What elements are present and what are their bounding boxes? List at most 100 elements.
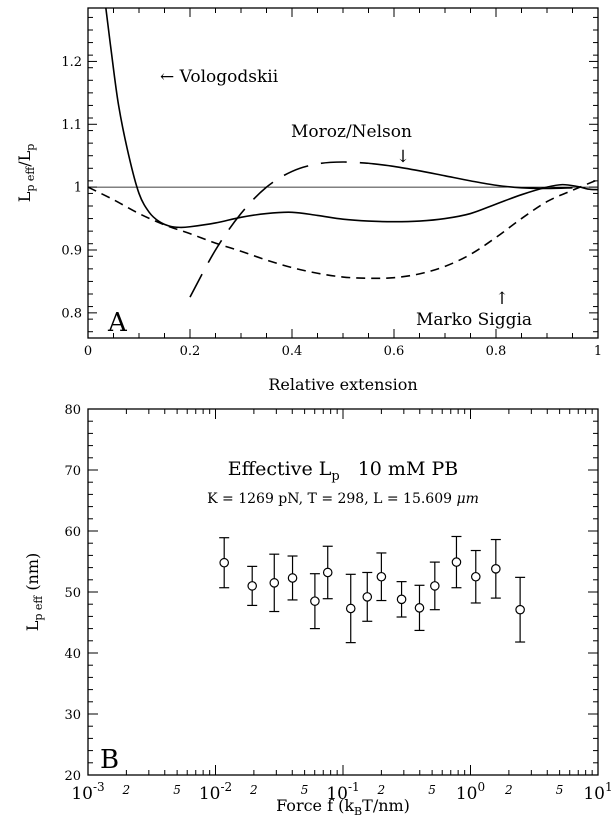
point-marker bbox=[362, 592, 373, 602]
panel-a-y-axis-label: Lp eff/Lp bbox=[15, 144, 37, 203]
moroz-nelson-arrow: ↓ bbox=[396, 147, 410, 167]
data-point bbox=[451, 535, 462, 589]
point-marker bbox=[491, 564, 501, 574]
panel-b-title: Effective Lp 10 mM PB bbox=[228, 458, 458, 484]
panel-b-y-axis-label: Lp eff (nm) bbox=[23, 553, 45, 632]
point-marker bbox=[247, 581, 257, 591]
point-marker bbox=[430, 581, 440, 591]
y-tick-label: 80 bbox=[64, 403, 81, 418]
data-point bbox=[376, 552, 387, 602]
data-point bbox=[345, 573, 356, 644]
panel-b-label: B bbox=[100, 745, 119, 775]
x-minor-label: 5 bbox=[173, 783, 181, 797]
point-marker bbox=[322, 567, 333, 578]
y-label-sub: p eff bbox=[24, 166, 37, 192]
b-ylabel-sub: p eff bbox=[32, 595, 45, 621]
x-tick-label: 0 bbox=[84, 344, 92, 359]
x-decade-label: 101 bbox=[583, 780, 611, 804]
x-decade-label: 10-2 bbox=[199, 780, 232, 804]
data-point bbox=[414, 584, 425, 632]
x-decade-base: 10 bbox=[456, 784, 478, 804]
x-minor-label: 2 bbox=[122, 783, 131, 797]
panel-b-ticks bbox=[87, 408, 598, 776]
point-marker bbox=[310, 596, 320, 606]
y-label-l: L bbox=[15, 191, 34, 202]
x-decade-exponent: -3 bbox=[93, 780, 105, 794]
x-tick-label: 1 bbox=[594, 344, 602, 359]
point-marker bbox=[219, 557, 229, 568]
xlabel-pre: Force f (k bbox=[276, 796, 354, 815]
title-main: Effective L bbox=[228, 458, 332, 480]
data-point bbox=[322, 545, 333, 600]
panel-a-x-axis-label: Relative extension bbox=[268, 375, 417, 394]
panel-b-subtitle: K = 1269 pN, T = 298, L = 15.609 μm bbox=[207, 491, 479, 507]
panel-a-tick-labels: 0 0.2 0.4 0.6 0.8 1 0.8 0.9 1 1.1 1.2 bbox=[61, 55, 602, 359]
x-decade-exponent: 1 bbox=[605, 780, 611, 794]
y-tick-label: 1.2 bbox=[61, 55, 82, 70]
y-tick-label: 0.9 bbox=[61, 244, 82, 259]
x-decade-label: 10-3 bbox=[71, 780, 104, 804]
x-minor-label: 2 bbox=[249, 783, 258, 797]
y-tick-label: 0.8 bbox=[61, 306, 82, 321]
data-point bbox=[515, 576, 526, 643]
x-decade-base: 10 bbox=[326, 784, 348, 804]
point-marker bbox=[515, 604, 525, 615]
y-tick-label: 40 bbox=[64, 647, 81, 662]
data-point bbox=[309, 573, 320, 630]
marko-siggia-annotation: Marko Siggia bbox=[416, 310, 532, 330]
point-marker bbox=[470, 571, 481, 582]
b-ylabel-main: L bbox=[23, 620, 42, 631]
point-marker bbox=[414, 603, 425, 613]
moroz-nelson-curve-solid bbox=[368, 162, 573, 190]
y-tick-label: 1.1 bbox=[61, 118, 82, 133]
x-tick-label: 0.8 bbox=[486, 344, 507, 359]
x-minor-label: 5 bbox=[428, 783, 436, 797]
vologodskii-curve bbox=[105, 8, 598, 229]
panel-a: 0 0.2 0.4 0.6 0.8 1 0.8 0.9 1 1.1 1.2 A ← Vologods… bbox=[15, 7, 602, 394]
y-tick-label: 20 bbox=[64, 769, 81, 784]
title-rest: 10 mM PB bbox=[358, 458, 458, 480]
data-point bbox=[362, 571, 373, 622]
y-tick-label: 70 bbox=[64, 464, 81, 479]
data-point bbox=[219, 537, 230, 589]
subtitle-unit: μm bbox=[456, 491, 478, 507]
x-decade-base: 10 bbox=[71, 784, 93, 804]
point-marker bbox=[287, 573, 298, 583]
xlabel-post: T/nm) bbox=[362, 796, 410, 815]
b-ylabel-rest: (nm) bbox=[23, 553, 42, 596]
x-decade-exponent: -1 bbox=[348, 780, 360, 794]
x-decade-label: 10-1 bbox=[326, 780, 359, 804]
data-point bbox=[490, 538, 501, 599]
x-minor-label: 5 bbox=[301, 783, 309, 797]
point-marker bbox=[396, 594, 407, 605]
data-point bbox=[287, 555, 298, 601]
point-marker bbox=[269, 578, 280, 588]
marko-siggia-arrow: ↑ bbox=[495, 289, 509, 309]
x-decade-exponent: -2 bbox=[220, 780, 232, 794]
panel-b-x-axis-label: Force f (kBT/nm) bbox=[276, 796, 410, 818]
moroz-nelson-curve-dashed bbox=[189, 161, 369, 298]
x-decade-base: 10 bbox=[199, 784, 221, 804]
point-marker bbox=[451, 557, 462, 567]
marko-siggia-curve bbox=[88, 178, 598, 280]
y-label-div: /L bbox=[15, 150, 34, 166]
x-tick-label: 0.4 bbox=[282, 344, 303, 359]
point-marker bbox=[376, 571, 387, 582]
data-point bbox=[429, 561, 440, 611]
data-point bbox=[396, 581, 407, 618]
point-marker bbox=[345, 603, 356, 614]
y-tick-label: 50 bbox=[64, 586, 81, 601]
x-minor-label: 2 bbox=[377, 783, 386, 797]
x-tick-label: 0.6 bbox=[384, 344, 405, 359]
x-decade-exponent: 0 bbox=[478, 780, 486, 794]
x-decade-label: 100 bbox=[456, 780, 485, 804]
panel-a-frame bbox=[87, 7, 599, 339]
data-point bbox=[269, 553, 280, 613]
data-point bbox=[470, 549, 481, 604]
x-minor-label: 5 bbox=[556, 783, 564, 797]
y-tick-label: 1 bbox=[74, 181, 82, 196]
panel-a-series bbox=[88, 8, 598, 298]
